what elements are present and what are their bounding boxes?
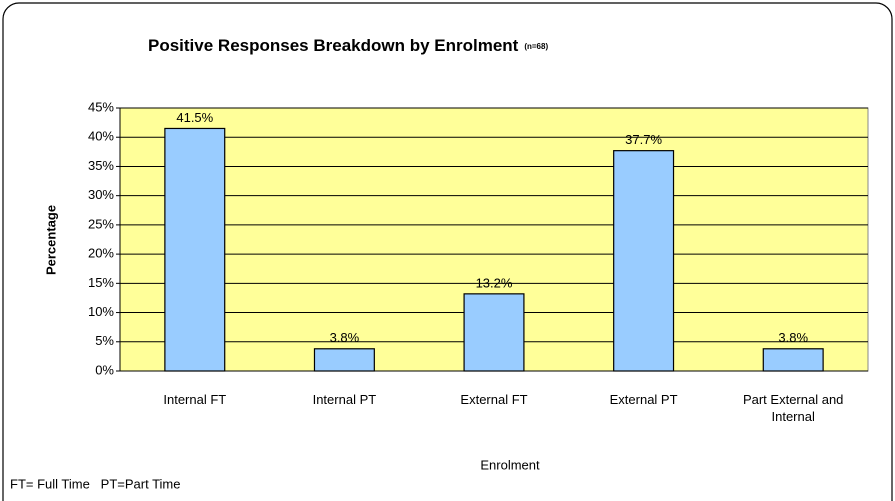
- data-label: 13.2%: [476, 275, 513, 290]
- footnote: FT= Full Time PT=Part Time: [10, 476, 180, 491]
- bar: [164, 127, 226, 372]
- y-tick-label: 25%: [88, 216, 114, 231]
- y-tick-label: 10%: [88, 304, 114, 319]
- data-label: 3.8%: [778, 330, 808, 345]
- x-axis-label: Enrolment: [480, 457, 540, 472]
- x-tick-label: Internal FT: [163, 392, 227, 407]
- chart-title: Positive Responses Breakdown by Enrolmen…: [148, 36, 548, 55]
- x-tick-label: External FT: [460, 392, 528, 407]
- y-tick-label: 20%: [88, 246, 114, 261]
- y-tick-label: 15%: [88, 275, 114, 290]
- bar: [613, 150, 675, 372]
- y-axis-label: Percentage: [43, 205, 58, 275]
- bar: [463, 293, 525, 372]
- subtitle: (n=68): [524, 42, 548, 51]
- x-tick-label: Internal PT: [312, 392, 377, 407]
- x-tick-label: Part External and Internal: [742, 392, 844, 424]
- y-tick-label: 45%: [88, 99, 114, 114]
- y-tick-label: 0%: [95, 362, 114, 377]
- data-label: 37.7%: [625, 132, 662, 147]
- data-label: 3.8%: [330, 330, 360, 345]
- bar: [762, 348, 824, 372]
- y-tick-label: 30%: [88, 187, 114, 202]
- x-tick-label: External PT: [609, 392, 678, 407]
- data-label: 41.5%: [176, 110, 213, 125]
- y-tick-label: 35%: [88, 158, 114, 173]
- bar: [313, 348, 375, 372]
- title: Positive Responses Breakdown by Enrolmen…: [148, 36, 519, 55]
- y-tick-label: 5%: [95, 333, 114, 348]
- y-tick-label: 40%: [88, 129, 114, 144]
